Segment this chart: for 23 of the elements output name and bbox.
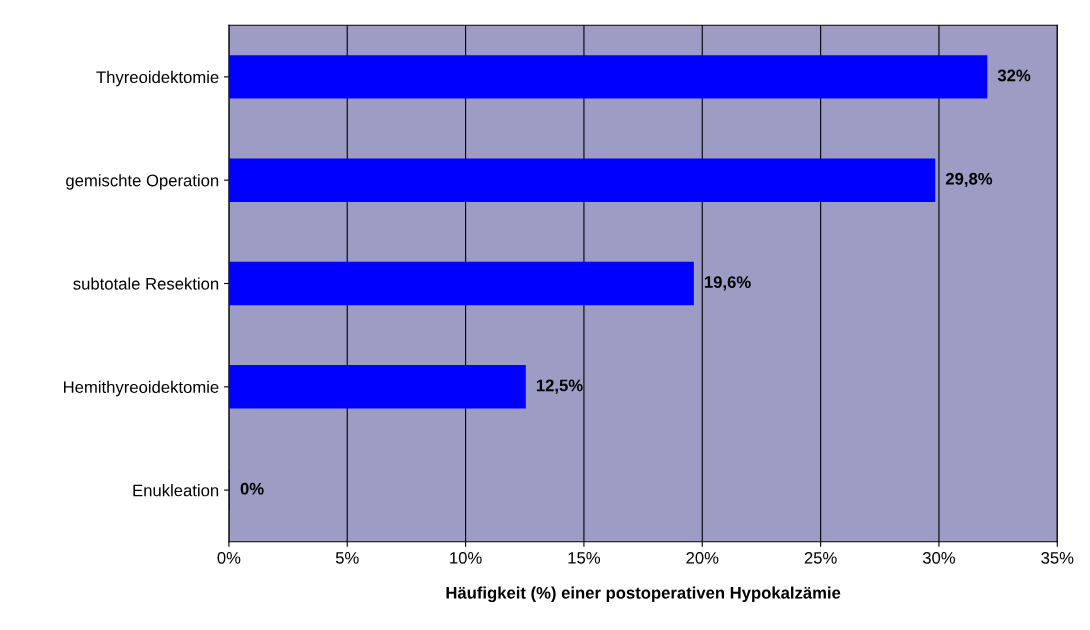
x-tick-label: 0% bbox=[217, 551, 241, 564]
y-tick-label: gemischte Operation bbox=[66, 174, 219, 190]
x-axis-title: Häufigkeit (%) einer postoperativen Hypokalzämie bbox=[446, 586, 841, 603]
data-label: 0% bbox=[240, 482, 264, 495]
bar bbox=[228, 261, 694, 306]
bar bbox=[228, 55, 988, 99]
data-label: 19,6% bbox=[704, 276, 751, 291]
x-tick-label: 5% bbox=[335, 552, 359, 564]
x-tick-label: 10% bbox=[450, 551, 482, 564]
x-tick-label: 30% bbox=[922, 551, 956, 564]
bar bbox=[228, 365, 526, 409]
x-tick-label: 25% bbox=[804, 551, 837, 564]
data-label: 32% bbox=[997, 69, 1031, 82]
x-tick-label: 15% bbox=[568, 552, 601, 564]
data-label: 29,8% bbox=[945, 172, 993, 188]
x-tick-label: 20% bbox=[686, 551, 719, 564]
x-tick-label: 35% bbox=[1041, 551, 1074, 564]
y-tick-label: Thyreoidektomie bbox=[96, 70, 219, 87]
data-label: 12,5% bbox=[536, 379, 583, 394]
y-tick-label: subtotale Resektion bbox=[73, 277, 219, 290]
y-tick-label: Enukleation bbox=[133, 484, 219, 497]
y-tick-label: Hemithyreoidektomie bbox=[64, 380, 219, 397]
bar bbox=[228, 158, 936, 202]
